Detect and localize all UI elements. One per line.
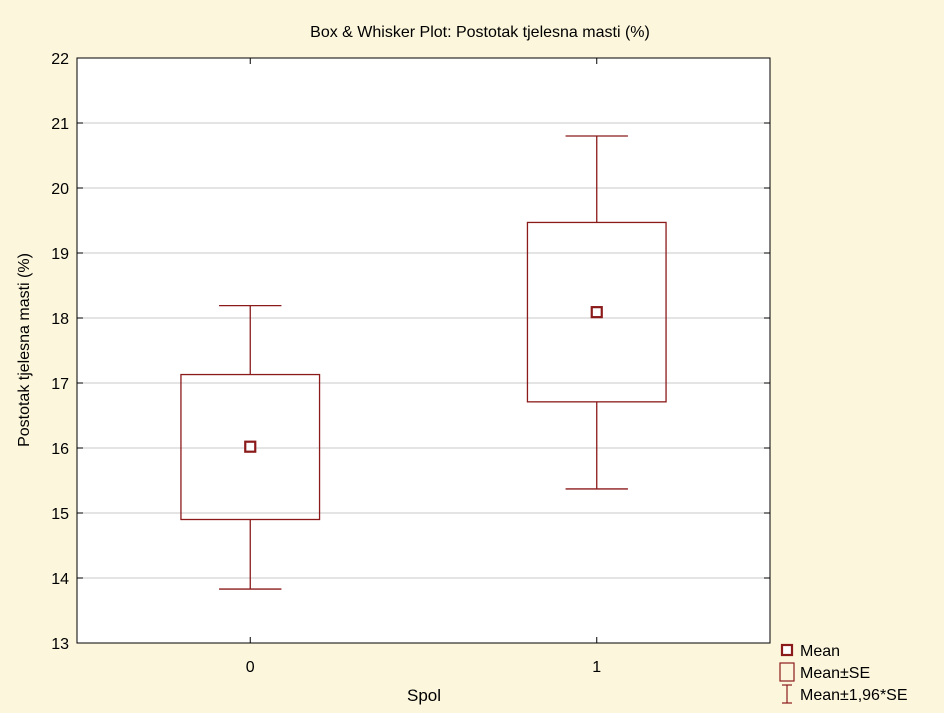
grid-lines bbox=[77, 122, 770, 579]
y-axis: 13 14 15 16 17 18 19 20 21 22 bbox=[51, 51, 770, 653]
y-axis-label: Postotak tjelesna masti (%) bbox=[16, 253, 33, 447]
y-tick-label: 22 bbox=[51, 51, 69, 68]
mean-marker bbox=[590, 306, 603, 319]
legend-item-se: Mean±SE bbox=[779, 662, 870, 682]
legend-item-mean: Mean bbox=[780, 643, 840, 660]
plot-area bbox=[76, 57, 771, 644]
box-group-0 bbox=[180, 304, 321, 590]
mean-marker bbox=[244, 440, 257, 453]
x-axis-label: Spol bbox=[407, 686, 441, 705]
legend-item-ci: Mean±1,96*SE bbox=[782, 684, 908, 704]
legend-label: Mean±1,96*SE bbox=[800, 687, 908, 704]
y-tick-label: 16 bbox=[51, 441, 69, 458]
legend-se-swatch bbox=[779, 662, 795, 682]
legend-label: Mean±SE bbox=[800, 665, 870, 682]
y-tick-label: 18 bbox=[51, 311, 69, 328]
y-tick-label: 20 bbox=[51, 181, 69, 198]
y-tick-label: 19 bbox=[51, 246, 69, 263]
legend-label: Mean bbox=[800, 643, 840, 660]
y-tick-label: 17 bbox=[51, 376, 69, 393]
box-group-1 bbox=[526, 135, 667, 490]
legend: Mean Mean±SE Mean±1,96*SE bbox=[779, 643, 908, 704]
legend-mean-swatch bbox=[780, 643, 794, 657]
y-tick-label: 14 bbox=[51, 571, 69, 588]
y-tick-label: 21 bbox=[51, 116, 69, 133]
se-box bbox=[526, 221, 667, 403]
boxes bbox=[180, 135, 667, 590]
x-tick-label: 0 bbox=[246, 659, 255, 676]
se-box bbox=[180, 373, 321, 521]
x-tick-label: 1 bbox=[592, 659, 601, 676]
y-tick-label: 13 bbox=[51, 636, 69, 653]
y-tick-label: 15 bbox=[51, 506, 69, 523]
chart-title: Box & Whisker Plot: Postotak tjelesna ma… bbox=[310, 24, 650, 41]
